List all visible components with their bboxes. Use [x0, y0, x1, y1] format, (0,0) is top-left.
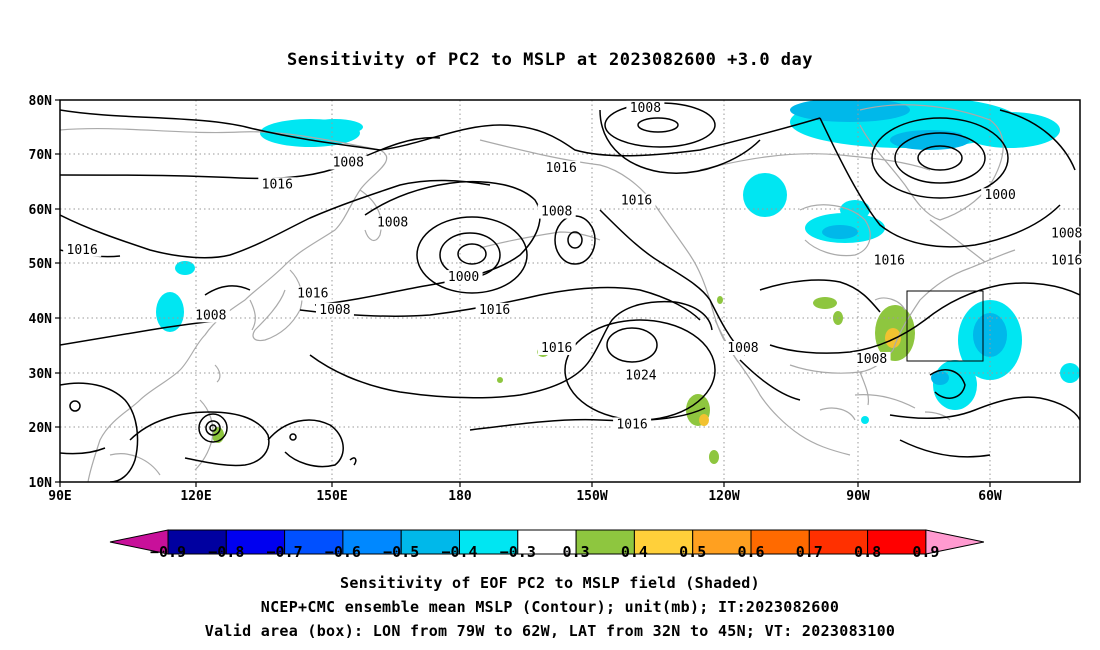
colorbar-swatch — [342, 529, 402, 555]
caption-line-1: Sensitivity of EOF PC2 to MSLP field (Sh… — [340, 574, 760, 592]
colorbar-label: 0.4 — [621, 543, 648, 561]
contour-label-bg — [626, 100, 665, 115]
contour-label-bg — [191, 308, 230, 323]
lon-label: 150E — [316, 489, 347, 504]
contour-label-bg — [475, 302, 514, 317]
lat-label: 70N — [29, 148, 53, 163]
contour-label-bg — [315, 302, 354, 317]
colorbar-swatch — [400, 529, 461, 555]
contour-label: 1016 — [616, 417, 647, 432]
lat-label: 80N — [29, 94, 53, 109]
contour-label: 1016 — [541, 341, 572, 356]
contour-label: 1016 — [479, 303, 510, 318]
contour-label: 1008 — [1051, 226, 1082, 241]
caption-line-2: NCEP+CMC ensemble mean MSLP (Contour); u… — [260, 598, 840, 616]
colorbar-label: −0.6 — [325, 543, 361, 561]
colorbar-label: −0.3 — [500, 543, 536, 561]
contour-label-bg — [63, 242, 102, 257]
valid-area-box — [906, 290, 984, 362]
lon-label: 120W — [708, 489, 739, 504]
chart-title: Sensitivity of PC2 to MSLP at 2023082600… — [286, 50, 813, 70]
lon-label: 150W — [576, 489, 607, 504]
colorbar: −0.9 −0.8 −0.7 −0.6 −0.5 −0.4 −0.3 0.3 0.4 0.5 0.6… — [109, 529, 985, 561]
contour-label: 1016 — [67, 243, 98, 258]
colorbar-label: −0.4 — [441, 543, 477, 561]
caption-line-3: Valid area (box): LON from 79W to 62W, L… — [204, 622, 896, 640]
contour-label-bg — [981, 188, 1020, 203]
contour-label: 1016 — [874, 254, 905, 269]
lon-label: 90W — [846, 489, 870, 504]
colorbar-label: −0.5 — [383, 543, 419, 561]
colorbar-swatch — [575, 529, 635, 555]
contour-label: 1008 — [727, 341, 758, 356]
contour-label-bg — [329, 155, 368, 170]
contour-label: 1008 — [377, 216, 408, 231]
contour-label-bg — [542, 160, 581, 175]
contour-label: 1008 — [541, 205, 572, 220]
colorbar-right-tip — [925, 529, 985, 555]
contour-label: 1016 — [1051, 254, 1082, 269]
lat-label: 20N — [29, 421, 53, 436]
lat-label: 30N — [29, 367, 53, 382]
mslp-contours — [60, 102, 1080, 482]
colorbar-label: 0.5 — [679, 543, 706, 561]
contour-label-bg — [537, 341, 576, 356]
colorbar-label: 0.9 — [912, 543, 939, 561]
contour-label: 1016 — [621, 194, 652, 209]
colorbar-label: −0.7 — [267, 543, 303, 561]
colorbar-label: 0.3 — [563, 543, 590, 561]
lat-label: 60N — [29, 203, 53, 218]
colorbar-label: 0.8 — [854, 543, 881, 561]
colorbar-swatch — [692, 529, 752, 555]
contour-label-bg — [444, 270, 483, 285]
contour-label-bg — [870, 253, 909, 268]
colorbar-label: 0.6 — [737, 543, 764, 561]
axis-ticks — [55, 99, 991, 487]
lon-label: 180 — [448, 489, 472, 504]
lat-label: 40N — [29, 312, 53, 327]
contour-label-bg — [621, 368, 660, 383]
lon-label: 60W — [978, 489, 1002, 504]
colorbar-swatch — [867, 529, 927, 555]
lat-label: 50N — [29, 257, 53, 272]
contour-label: 1008 — [195, 308, 226, 323]
lat-label: 10N — [29, 476, 53, 491]
contour-label-bg — [293, 286, 332, 301]
contour-label-bg — [1047, 253, 1086, 268]
contour-label: 1000 — [448, 270, 479, 285]
contour-label: 1016 — [262, 177, 293, 192]
lon-label: 90E — [48, 489, 71, 504]
colorbar-swatch — [167, 529, 227, 555]
contour-label-bg — [1047, 226, 1086, 241]
lon-label: 120E — [180, 489, 211, 504]
contour-label-bg — [723, 341, 762, 356]
contour-label: 1008 — [333, 155, 364, 170]
contour-label: 1016 — [545, 161, 576, 176]
contour-label: 1000 — [985, 188, 1016, 203]
contour-label-bg — [537, 204, 576, 219]
contour-label-bg — [852, 351, 891, 366]
colorbar-swatch — [284, 529, 344, 555]
contour-label-bg — [373, 215, 412, 230]
colorbar-swatch — [225, 529, 286, 555]
contour-label-group: 1008 1016 1008 1016 1000 1016 1008 1008 1008 1016… — [63, 100, 1086, 432]
contour-label: 1016 — [297, 286, 328, 301]
contour-label: 1008 — [630, 101, 661, 116]
contour-label-bg — [613, 417, 652, 432]
colorbar-label: 0.7 — [796, 543, 823, 561]
colorbar-label: −0.8 — [208, 543, 244, 561]
colorbar-label: −0.9 — [150, 543, 186, 561]
contour-label-bg — [617, 193, 656, 208]
contour-label-bg — [258, 177, 297, 192]
contour-label: 1008 — [856, 352, 887, 367]
contour-label: 1008 — [319, 303, 350, 318]
contour-label: 1024 — [625, 368, 656, 383]
